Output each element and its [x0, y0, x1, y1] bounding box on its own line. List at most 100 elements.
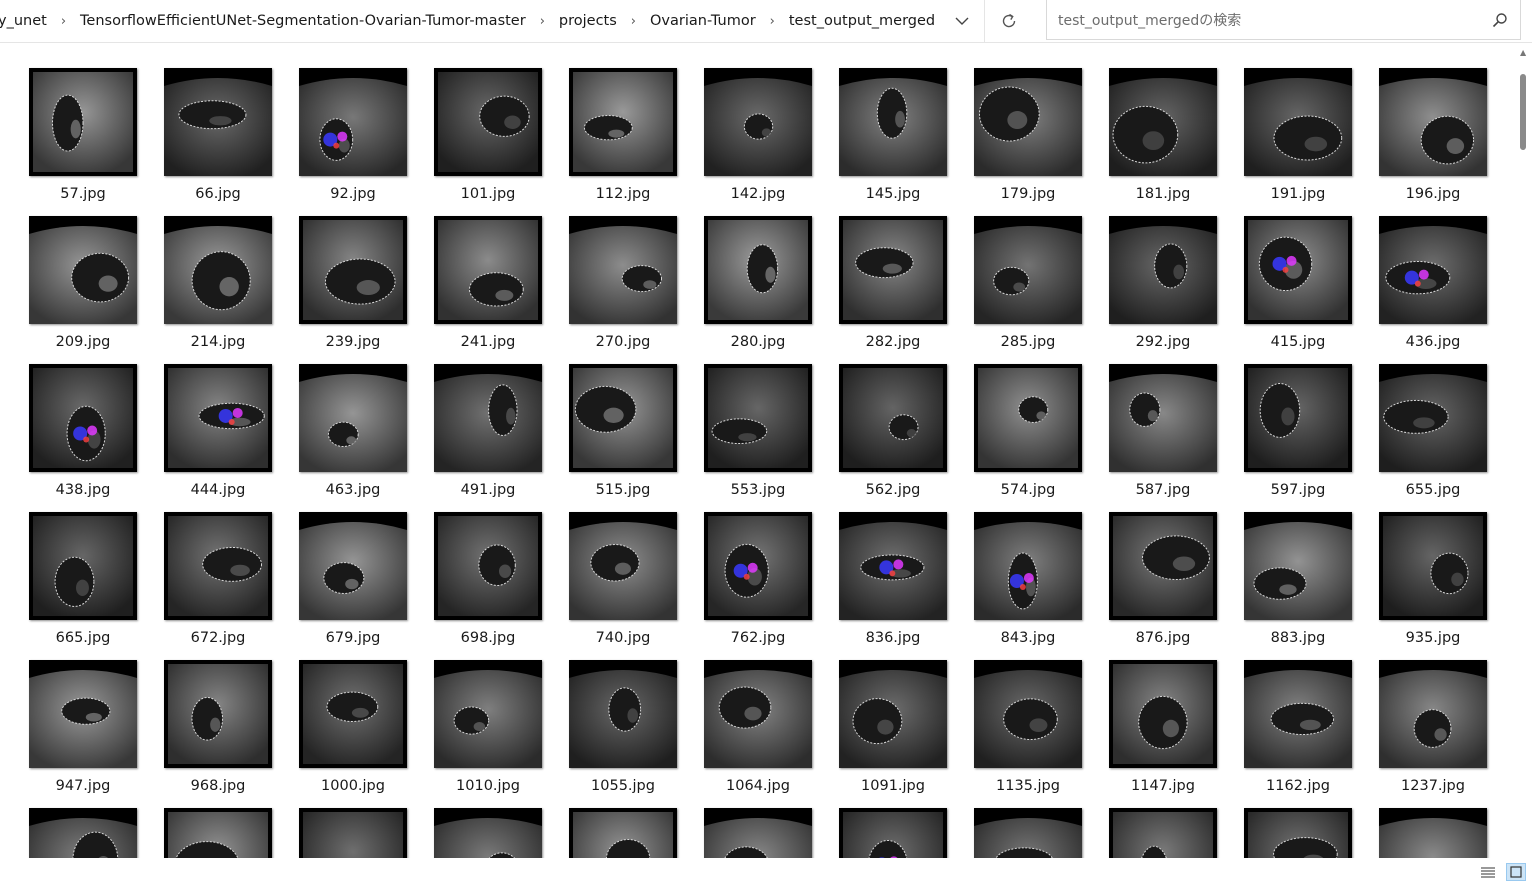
file-thumbnail[interactable] — [704, 364, 812, 472]
breadcrumb-separator-icon[interactable]: › — [630, 13, 636, 29]
file-item[interactable]: 92.jpg — [299, 68, 409, 208]
file-name[interactable]: 1162.jpg — [1266, 778, 1330, 794]
file-item[interactable]: 145.jpg — [839, 68, 949, 208]
file-thumbnail[interactable] — [839, 660, 947, 768]
file-name[interactable]: 553.jpg — [730, 482, 786, 498]
file-item[interactable] — [704, 808, 814, 858]
file-thumbnail[interactable] — [1109, 364, 1217, 472]
file-item[interactable]: 876.jpg — [1109, 512, 1219, 652]
file-thumbnail[interactable] — [704, 216, 812, 324]
file-name[interactable]: 282.jpg — [865, 334, 921, 350]
breadcrumb-item[interactable]: TensorflowEfficientUNet-Segmentation-Ova… — [80, 13, 526, 29]
file-item[interactable]: 142.jpg — [704, 68, 814, 208]
file-item[interactable] — [29, 808, 139, 858]
file-item[interactable] — [839, 808, 949, 858]
file-item[interactable]: 1237.jpg — [1379, 660, 1489, 800]
file-thumbnail[interactable] — [299, 660, 407, 768]
file-name[interactable]: 1000.jpg — [321, 778, 385, 794]
file-name[interactable]: 181.jpg — [1135, 186, 1191, 202]
file-thumbnail[interactable] — [164, 364, 272, 472]
details-view-button[interactable] — [1478, 863, 1498, 881]
file-thumbnail[interactable] — [704, 512, 812, 620]
search-box[interactable] — [1046, 0, 1521, 42]
file-item[interactable]: 587.jpg — [1109, 364, 1219, 504]
file-item[interactable]: 285.jpg — [974, 216, 1084, 356]
file-thumbnail[interactable] — [1379, 660, 1487, 768]
file-thumbnail[interactable] — [164, 660, 272, 768]
file-name[interactable]: 415.jpg — [1270, 334, 1326, 350]
file-name[interactable]: 1055.jpg — [591, 778, 655, 794]
file-item[interactable]: 1055.jpg — [569, 660, 679, 800]
file-item[interactable] — [434, 808, 544, 858]
file-item[interactable]: 947.jpg — [29, 660, 139, 800]
file-thumbnail[interactable] — [1109, 512, 1217, 620]
file-thumbnail[interactable] — [1244, 808, 1352, 858]
file-thumbnail[interactable] — [569, 808, 677, 858]
file-thumbnail[interactable] — [704, 68, 812, 176]
file-thumbnail[interactable] — [164, 512, 272, 620]
file-thumbnail[interactable] — [569, 68, 677, 176]
file-name[interactable]: 515.jpg — [595, 482, 651, 498]
file-name[interactable]: 270.jpg — [595, 334, 651, 350]
file-thumbnail[interactable] — [1379, 808, 1487, 858]
file-thumbnail[interactable] — [839, 216, 947, 324]
file-item[interactable]: 179.jpg — [974, 68, 1084, 208]
file-name[interactable]: 740.jpg — [595, 630, 651, 646]
file-thumbnail[interactable] — [1244, 216, 1352, 324]
file-name[interactable]: 292.jpg — [1135, 334, 1191, 350]
scroll-up-arrow-icon[interactable]: ▲ — [1520, 48, 1527, 57]
file-name[interactable]: 239.jpg — [325, 334, 381, 350]
file-name[interactable]: 1091.jpg — [861, 778, 925, 794]
file-item[interactable]: 597.jpg — [1244, 364, 1354, 504]
file-name[interactable]: 1147.jpg — [1131, 778, 1195, 794]
file-name[interactable]: 145.jpg — [865, 186, 921, 202]
file-thumbnail[interactable] — [704, 660, 812, 768]
file-thumbnail[interactable] — [1109, 808, 1217, 858]
file-thumbnail[interactable] — [1379, 364, 1487, 472]
file-item[interactable]: 239.jpg — [299, 216, 409, 356]
refresh-button[interactable] — [994, 6, 1024, 36]
breadcrumb-item[interactable]: Ovarian-Tumor — [650, 13, 756, 29]
file-thumbnail[interactable] — [434, 68, 542, 176]
file-item[interactable]: 679.jpg — [299, 512, 409, 652]
file-item[interactable]: 241.jpg — [434, 216, 544, 356]
file-thumbnail[interactable] — [974, 808, 1082, 858]
file-item[interactable] — [974, 808, 1084, 858]
file-thumbnail[interactable] — [434, 364, 542, 472]
file-item[interactable]: 1135.jpg — [974, 660, 1084, 800]
file-item[interactable]: 515.jpg — [569, 364, 679, 504]
file-name[interactable]: 57.jpg — [60, 186, 106, 202]
file-thumbnail[interactable] — [434, 512, 542, 620]
file-thumbnail[interactable] — [974, 660, 1082, 768]
file-name[interactable]: 142.jpg — [730, 186, 786, 202]
file-name[interactable]: 1010.jpg — [456, 778, 520, 794]
file-thumbnail[interactable] — [299, 512, 407, 620]
file-name[interactable]: 665.jpg — [55, 630, 111, 646]
file-name[interactable]: 1135.jpg — [996, 778, 1060, 794]
file-item[interactable]: 191.jpg — [1244, 68, 1354, 208]
file-item[interactable]: 935.jpg — [1379, 512, 1489, 652]
file-item[interactable]: 655.jpg — [1379, 364, 1489, 504]
file-name[interactable]: 597.jpg — [1270, 482, 1326, 498]
search-input[interactable] — [1056, 0, 1480, 42]
file-name[interactable]: 1064.jpg — [726, 778, 790, 794]
scrollbar-thumb[interactable] — [1520, 74, 1526, 150]
breadcrumb-separator-icon[interactable]: › — [539, 13, 545, 29]
file-thumbnail[interactable] — [299, 364, 407, 472]
file-thumbnail[interactable] — [1379, 216, 1487, 324]
file-thumbnail[interactable] — [839, 808, 947, 858]
file-thumbnail[interactable] — [164, 68, 272, 176]
file-thumbnail[interactable] — [569, 660, 677, 768]
file-item[interactable] — [1379, 808, 1489, 858]
file-thumbnail[interactable] — [839, 512, 947, 620]
file-thumbnail[interactable] — [569, 364, 677, 472]
file-thumbnail[interactable] — [1244, 364, 1352, 472]
file-item[interactable]: 280.jpg — [704, 216, 814, 356]
file-thumbnail[interactable] — [434, 660, 542, 768]
file-name[interactable]: 491.jpg — [460, 482, 516, 498]
file-thumbnail[interactable] — [29, 68, 137, 176]
file-name[interactable]: 280.jpg — [730, 334, 786, 350]
file-item[interactable]: 843.jpg — [974, 512, 1084, 652]
file-thumbnail[interactable] — [1244, 68, 1352, 176]
breadcrumb-separator-icon[interactable]: › — [60, 13, 67, 29]
